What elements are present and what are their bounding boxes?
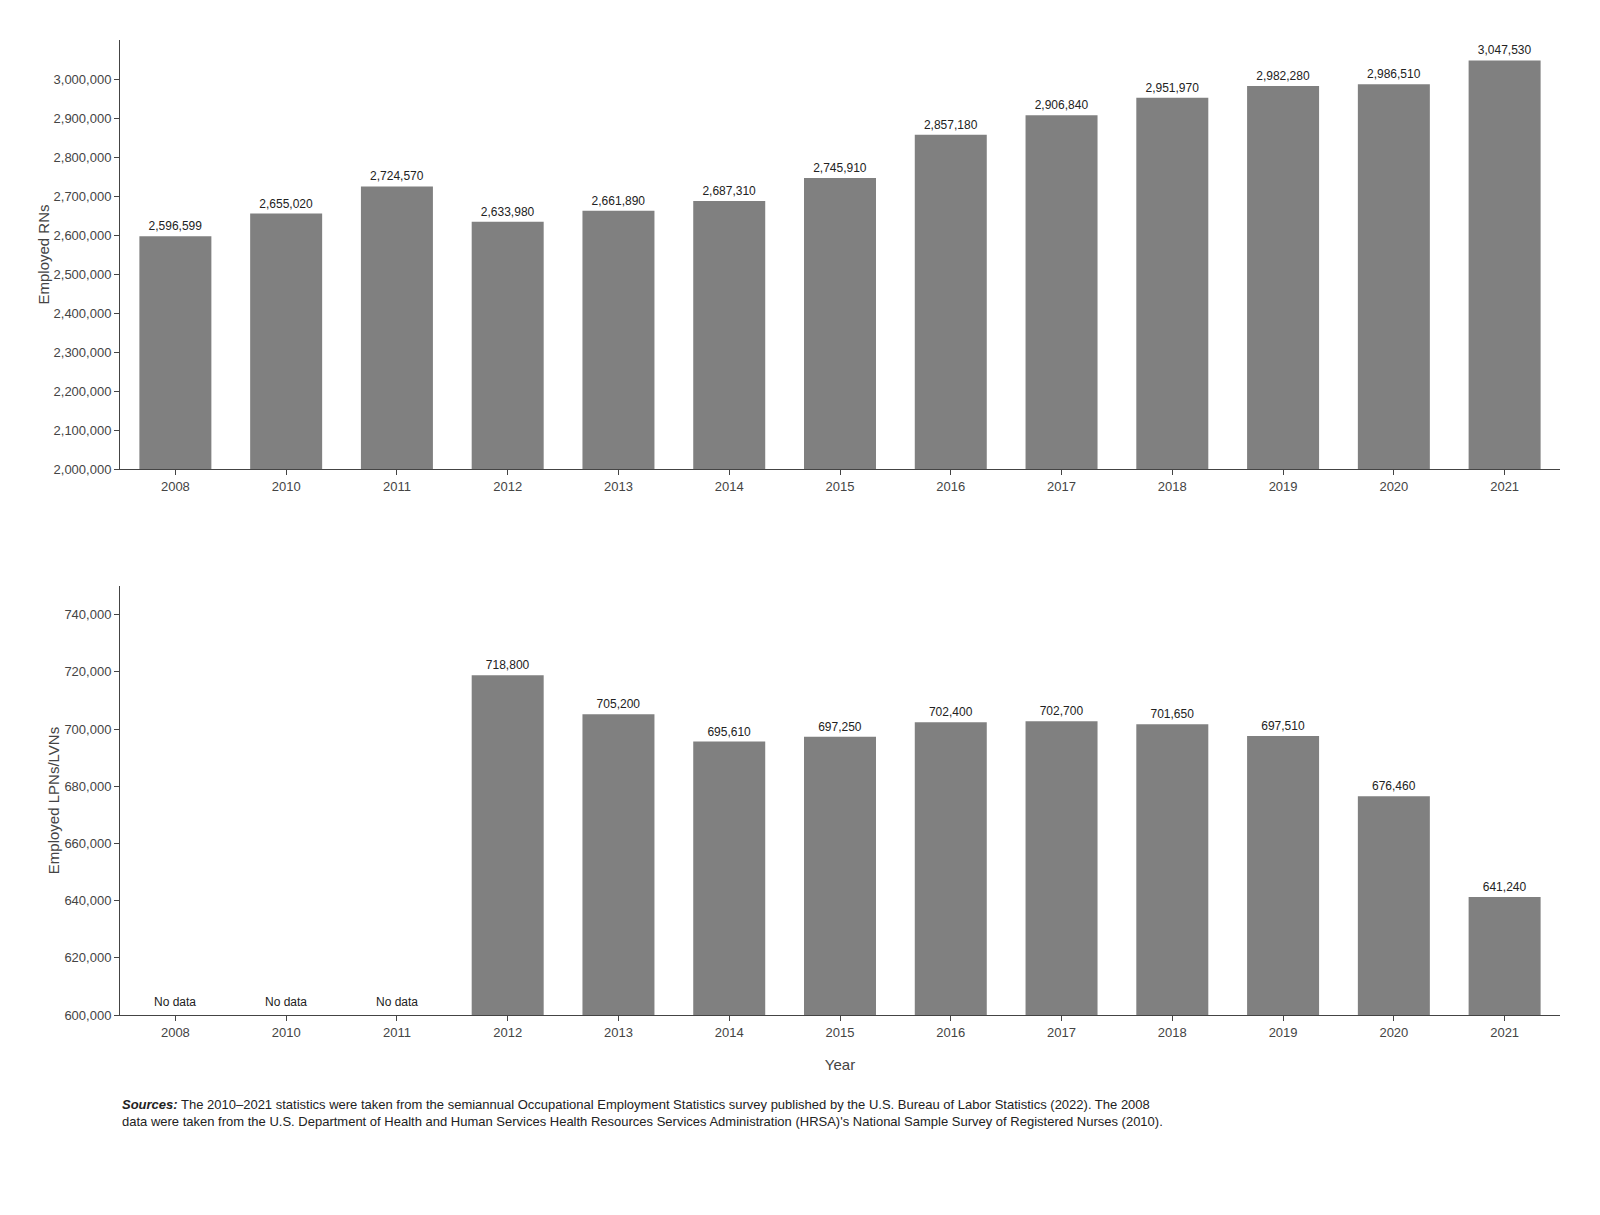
svg-text:740,000: 740,000	[64, 607, 111, 622]
svg-text:2014: 2014	[715, 1025, 744, 1040]
svg-text:718,800: 718,800	[486, 658, 530, 672]
svg-text:No data: No data	[154, 995, 196, 1009]
svg-text:2,000,000: 2,000,000	[54, 462, 112, 477]
svg-text:2,900,000: 2,900,000	[54, 111, 112, 126]
svg-text:701,650: 701,650	[1150, 707, 1194, 721]
svg-text:640,000: 640,000	[64, 893, 111, 908]
svg-text:2018: 2018	[1158, 479, 1187, 494]
svg-text:2008: 2008	[161, 1025, 190, 1040]
svg-text:2015: 2015	[826, 1025, 855, 1040]
svg-text:2019: 2019	[1269, 1025, 1298, 1040]
svg-text:2016: 2016	[936, 479, 965, 494]
svg-text:2013: 2013	[604, 1025, 633, 1040]
svg-text:No data: No data	[265, 995, 307, 1009]
svg-text:2019: 2019	[1269, 479, 1298, 494]
svg-text:2017: 2017	[1047, 1025, 1076, 1040]
svg-text:No data: No data	[376, 995, 418, 1009]
svg-text:2,687,310: 2,687,310	[702, 184, 756, 198]
svg-text:2,600,000: 2,600,000	[54, 228, 112, 243]
svg-text:2,400,000: 2,400,000	[54, 306, 112, 321]
svg-text:2017: 2017	[1047, 479, 1076, 494]
svg-text:2,700,000: 2,700,000	[54, 189, 112, 204]
svg-text:2,200,000: 2,200,000	[54, 384, 112, 399]
svg-text:680,000: 680,000	[64, 779, 111, 794]
svg-text:Employed LPNs/LVNs: Employed LPNs/LVNs	[45, 727, 62, 874]
svg-text:2,655,020: 2,655,020	[259, 197, 313, 211]
svg-text:695,610: 695,610	[707, 725, 751, 739]
svg-text:3,047,530: 3,047,530	[1478, 43, 1532, 57]
svg-text:2,300,000: 2,300,000	[54, 345, 112, 360]
svg-text:2,596,599: 2,596,599	[149, 219, 203, 233]
svg-text:2,951,970: 2,951,970	[1145, 81, 1199, 95]
svg-text:2010: 2010	[272, 479, 301, 494]
svg-text:2020: 2020	[1379, 479, 1408, 494]
svg-text:702,700: 702,700	[1040, 704, 1084, 718]
svg-text:2,857,180: 2,857,180	[924, 118, 978, 132]
svg-text:Employed RNs: Employed RNs	[35, 204, 52, 304]
svg-text:2,724,570: 2,724,570	[370, 169, 424, 183]
svg-text:2021: 2021	[1490, 1025, 1519, 1040]
svg-text:2018: 2018	[1158, 1025, 1187, 1040]
svg-text:2,633,980: 2,633,980	[481, 205, 535, 219]
svg-text:2014: 2014	[715, 479, 744, 494]
svg-text:2,500,000: 2,500,000	[54, 267, 112, 282]
svg-text:600,000: 600,000	[64, 1008, 111, 1023]
svg-text:2020: 2020	[1379, 1025, 1408, 1040]
svg-text:620,000: 620,000	[64, 950, 111, 965]
svg-text:705,200: 705,200	[597, 697, 641, 711]
svg-text:2,800,000: 2,800,000	[54, 150, 112, 165]
svg-text:2008: 2008	[161, 479, 190, 494]
svg-text:697,510: 697,510	[1261, 719, 1305, 733]
svg-text:2010: 2010	[272, 1025, 301, 1040]
svg-text:2011: 2011	[383, 479, 411, 494]
svg-text:2,100,000: 2,100,000	[54, 423, 112, 438]
svg-text:Year: Year	[825, 1056, 855, 1073]
svg-text:2016: 2016	[936, 1025, 965, 1040]
svg-text:2015: 2015	[826, 479, 855, 494]
svg-text:2021: 2021	[1490, 479, 1519, 494]
svg-text:2,661,890: 2,661,890	[592, 194, 646, 208]
svg-text:2,906,840: 2,906,840	[1035, 98, 1089, 112]
svg-text:2,982,280: 2,982,280	[1256, 69, 1310, 83]
svg-text:702,400: 702,400	[929, 705, 973, 719]
svg-text:641,240: 641,240	[1483, 880, 1527, 894]
svg-text:2,986,510: 2,986,510	[1367, 67, 1421, 81]
svg-text:660,000: 660,000	[64, 836, 111, 851]
svg-text:2011: 2011	[383, 1025, 411, 1040]
svg-text:700,000: 700,000	[64, 722, 111, 737]
svg-text:3,000,000: 3,000,000	[54, 72, 112, 87]
svg-text:697,250: 697,250	[818, 720, 862, 734]
svg-text:2012: 2012	[493, 479, 522, 494]
svg-text:Sources: The 2010–2021 statist: Sources: The 2010–2021 statistics were t…	[122, 1097, 1163, 1129]
svg-text:2012: 2012	[493, 1025, 522, 1040]
svg-text:2013: 2013	[604, 479, 633, 494]
svg-text:720,000: 720,000	[64, 664, 111, 679]
svg-text:676,460: 676,460	[1372, 779, 1416, 793]
svg-text:2,745,910: 2,745,910	[813, 161, 867, 175]
